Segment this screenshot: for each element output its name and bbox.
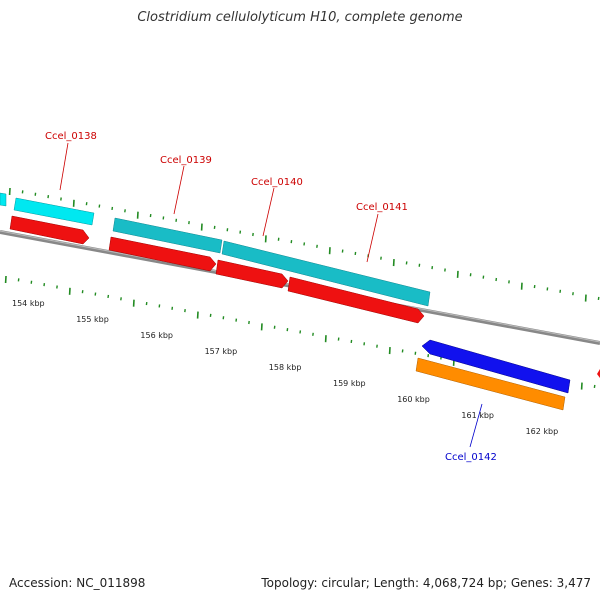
label-leader-ccel-0139 <box>173 165 185 215</box>
ruler-label: 154 kbp <box>12 299 45 308</box>
label-leader-ccel-0138 <box>59 142 69 191</box>
gene-label-ccel-0141[interactable]: Ccel_0141 <box>356 202 408 213</box>
map-title: Clostridium cellulolyticum H10, complete… <box>137 10 463 25</box>
gene-feature-ccel-0139[interactable] <box>112 217 223 254</box>
cds-feature-ccel-0140[interactable] <box>215 259 289 289</box>
ruler-label: 162 kbp <box>526 427 559 436</box>
cds-feature-partial[interactable] <box>597 369 600 378</box>
gene-feature-ccel-0140[interactable] <box>221 240 431 307</box>
gene-label-ccel-0139[interactable]: Ccel_0139 <box>160 155 212 166</box>
ruler-label: 159 kbp <box>333 379 366 388</box>
gene-label-ccel-0142[interactable]: Ccel_0142 <box>445 452 497 463</box>
ruler-label: 161 kbp <box>461 411 494 420</box>
cds-feature-ccel-0142[interactable] <box>421 339 571 394</box>
cds-feature-ccel-0141[interactable] <box>287 276 425 324</box>
gene-feature-partial[interactable] <box>0 192 7 207</box>
gene-feature-ccel-0138[interactable] <box>13 197 95 226</box>
ruler-label: 160 kbp <box>397 395 430 404</box>
gene-label-ccel-0140[interactable]: Ccel_0140 <box>251 177 303 188</box>
gene-feature-ccel-0142[interactable] <box>415 357 566 411</box>
label-leader-ccel-0141 <box>366 213 379 263</box>
label-leader-ccel-0140 <box>262 187 275 237</box>
ruler-label: 156 kbp <box>140 331 173 340</box>
label-leader-ccel-0142 <box>469 403 483 448</box>
gene-label-ccel-0138[interactable]: Ccel_0138 <box>45 131 97 142</box>
tick-labels: 154 kbp 155 kbp 156 kbp 157 kbp 158 kbp 159 k… <box>12 299 558 436</box>
genome-summary-label: Topology: circular; Length: 4,068,724 bp… <box>261 576 591 590</box>
accession-label: Accession: NC_011898 <box>9 576 146 590</box>
ruler-label: 157 kbp <box>205 347 238 356</box>
outer-tick-ring <box>8 187 600 302</box>
ruler-label: 158 kbp <box>269 363 302 372</box>
cds-feature-ccel-0139[interactable] <box>108 236 217 272</box>
ruler-label: 155 kbp <box>76 315 109 324</box>
cds-feature-ccel-0138[interactable] <box>9 215 90 245</box>
